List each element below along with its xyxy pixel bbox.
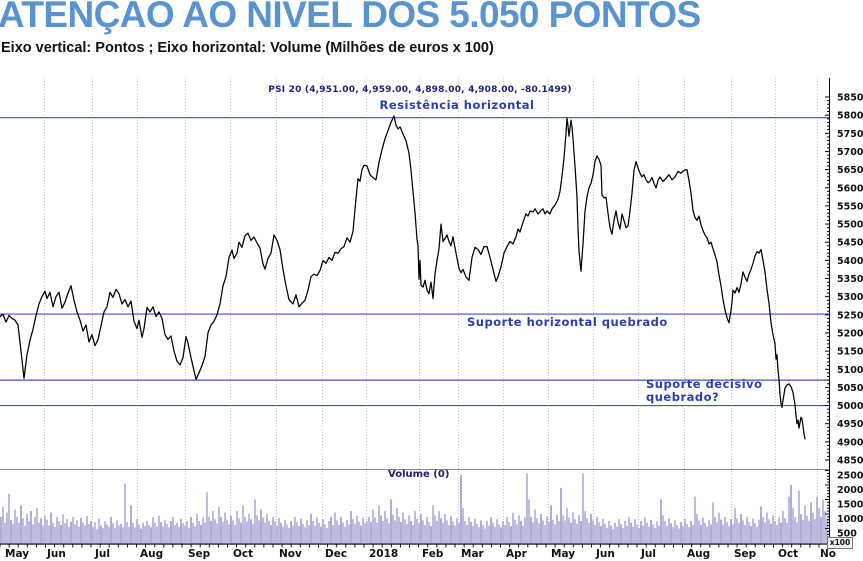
svg-text:2000: 2000 (837, 485, 863, 496)
svg-text:Dec: Dec (325, 548, 347, 560)
chart-series-header: PSI 20 (4,951.00, 4,959.00, 4,898.00, 4,… (268, 85, 572, 95)
annotation-decisive-support: Suporte decisivo quebrado? (646, 378, 763, 404)
svg-text:May: May (5, 548, 29, 560)
svg-text:1500: 1500 (837, 500, 863, 511)
svg-text:Aug: Aug (687, 548, 710, 560)
svg-text:5050: 5050 (837, 383, 863, 394)
svg-text:Sep: Sep (734, 548, 757, 560)
svg-text:Jun: Jun (595, 548, 615, 560)
svg-text:5450: 5450 (837, 238, 863, 249)
svg-text:4950: 4950 (837, 419, 863, 430)
svg-text:Oct: Oct (778, 548, 798, 560)
svg-text:5650: 5650 (837, 165, 863, 176)
svg-text:Oct: Oct (233, 548, 253, 560)
svg-text:5750: 5750 (837, 129, 863, 140)
svg-text:5250: 5250 (837, 310, 863, 321)
svg-text:5300: 5300 (837, 292, 863, 303)
svg-text:Aug: Aug (140, 548, 163, 560)
svg-text:5000: 5000 (837, 401, 863, 412)
svg-text:5100: 5100 (837, 365, 863, 376)
svg-text:Feb: Feb (422, 548, 444, 560)
svg-text:5400: 5400 (837, 256, 863, 267)
svg-text:5800: 5800 (837, 111, 863, 122)
svg-text:2500: 2500 (837, 471, 863, 482)
annotation-resistance: Resistência horizontal (379, 98, 535, 112)
volume-unit-box: x100 (827, 537, 853, 549)
svg-text:500: 500 (837, 529, 857, 540)
svg-text:Jul: Jul (640, 548, 656, 560)
svg-text:May: May (551, 548, 575, 560)
annotation-decisive-line2: quebrado? (646, 390, 720, 404)
volume-pane-label: Volume (0) (388, 469, 450, 480)
svg-text:1000: 1000 (837, 514, 863, 525)
svg-text:No: No (820, 548, 836, 560)
page-title: ATENÇÃO AO NÍVEL DOS 5.050 PONTOS (0, 0, 701, 35)
svg-text:5200: 5200 (837, 328, 863, 339)
svg-text:Jul: Jul (94, 548, 110, 560)
annotation-support-broken: Suporte horizontal quebrado (467, 315, 668, 329)
svg-text:5700: 5700 (837, 147, 863, 158)
svg-text:5350: 5350 (837, 274, 863, 285)
svg-text:Jun: Jun (46, 548, 66, 560)
svg-text:4900: 4900 (837, 437, 863, 448)
svg-text:4850: 4850 (837, 456, 863, 467)
svg-text:5850: 5850 (837, 93, 863, 104)
annotation-decisive-line1: Suporte decisivo (646, 377, 763, 391)
svg-text:5500: 5500 (837, 220, 863, 231)
page-subtitle: Eixo vertical: Pontos ; Eixo horizontal:… (1, 40, 494, 56)
svg-text:5150: 5150 (837, 347, 863, 358)
svg-text:Sep: Sep (188, 548, 211, 560)
svg-text:5600: 5600 (837, 183, 863, 194)
svg-text:Apr: Apr (506, 548, 528, 560)
svg-text:5550: 5550 (837, 201, 863, 212)
svg-text:2018: 2018 (369, 548, 398, 560)
svg-text:Nov: Nov (279, 548, 302, 560)
svg-text:Mar: Mar (461, 548, 485, 560)
